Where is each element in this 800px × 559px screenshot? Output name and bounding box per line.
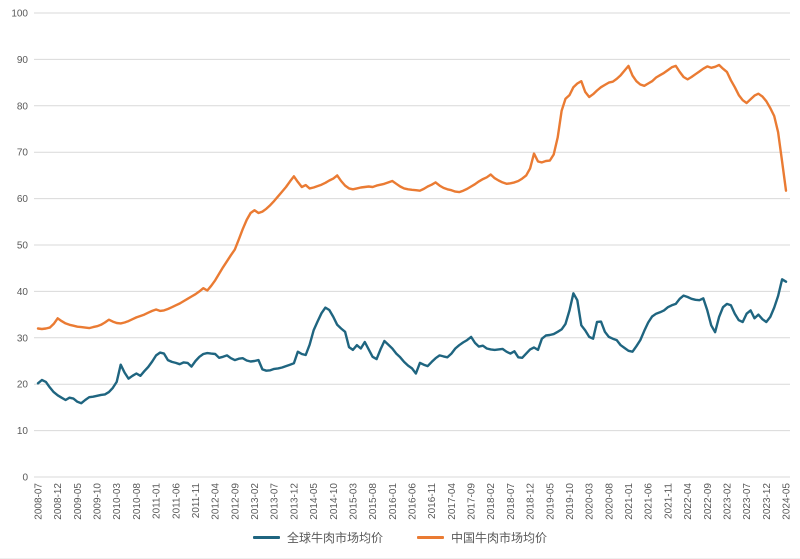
- y-axis-tick-label: 20: [17, 380, 29, 391]
- x-axis-tick-label: 2023-02: [722, 483, 733, 520]
- series-line-global: [36, 278, 788, 405]
- x-axis-tick-label: 2021-01: [624, 483, 635, 520]
- x-axis-tick-label: 2016-11: [427, 483, 438, 519]
- x-axis-tick-label: 2019-05: [545, 483, 556, 520]
- x-axis-tick-label: 2011-01: [152, 483, 163, 519]
- legend: 全球牛肉市场均价 中国牛肉市场均价: [0, 529, 800, 546]
- x-axis-tick-label: 2014-05: [309, 483, 320, 520]
- x-axis-tick-label: 2022-04: [683, 483, 694, 520]
- x-axis-tick-label: 2018-12: [526, 483, 537, 520]
- x-axis-tick-label: 2013-02: [250, 483, 261, 520]
- x-axis-tick-label: 2023-07: [742, 483, 753, 520]
- x-axis-tick-label: 2023-12: [762, 483, 773, 520]
- x-axis-tick-label: 2015-03: [348, 483, 359, 520]
- y-axis-tick-label: 60: [17, 194, 29, 205]
- legend-swatch-global: [252, 536, 280, 539]
- x-axis-tick-label: 2008-07: [34, 483, 45, 520]
- y-axis-tick-label: 0: [22, 473, 28, 484]
- x-axis-tick-label: 2010-03: [112, 483, 123, 520]
- x-axis-tick-label: 2008-12: [53, 483, 64, 520]
- x-axis-tick-label: 2021-06: [644, 483, 655, 520]
- x-axis-tick-label: 2020-03: [585, 483, 596, 520]
- y-axis-tick-label: 90: [17, 55, 29, 66]
- legend-item-global[interactable]: 全球牛肉市场均价: [252, 529, 383, 546]
- legend-label-china: 中国牛肉市场均价: [451, 531, 548, 545]
- y-axis-tick-label: 30: [17, 333, 29, 344]
- x-axis-tick-label: 2013-07: [270, 483, 281, 520]
- x-axis-tick-label: 2010-08: [132, 483, 143, 520]
- legend-item-china[interactable]: 中国牛肉市场均价: [417, 529, 547, 546]
- series-line-china: [36, 63, 788, 331]
- x-axis-tick-label: 2009-05: [73, 483, 84, 520]
- x-axis-tick-label: 2018-07: [506, 483, 517, 520]
- x-axis-tick-label: 2012-09: [230, 483, 241, 520]
- y-axis-tick-label: 70: [17, 148, 29, 159]
- x-axis-tick-label: 2011-06: [171, 483, 182, 519]
- y-axis-tick-label: 50: [17, 241, 29, 252]
- x-axis-tick-label: 2018-02: [486, 483, 497, 520]
- x-axis-tick-label: 2011-11: [191, 483, 202, 519]
- x-axis-tick-label: 2012-04: [211, 483, 222, 520]
- x-axis-tick-label: 2020-08: [604, 483, 615, 520]
- y-axis-tick-label: 80: [17, 101, 29, 112]
- x-axis-tick-label: 2022-09: [703, 483, 714, 520]
- x-axis-tick-label: 2017-04: [447, 483, 458, 520]
- y-axis-tick-label: 40: [17, 287, 29, 298]
- x-axis-tick-label: 2024-05: [782, 483, 793, 520]
- y-axis-tick-label: 100: [11, 9, 28, 20]
- x-axis-tick-label: 2009-10: [93, 483, 104, 520]
- x-axis-tick-label: 2016-01: [388, 483, 399, 520]
- x-axis-tick-label: 2016-06: [408, 483, 419, 520]
- x-axis-tick-label: 2013-12: [289, 483, 300, 520]
- x-axis-tick-label: 2019-10: [565, 483, 576, 520]
- legend-swatch-china: [417, 536, 444, 539]
- x-axis-tick-label: 2017-09: [467, 483, 478, 520]
- x-axis-tick-label: 2021-11: [663, 483, 674, 519]
- y-axis-tick-label: 10: [17, 426, 29, 437]
- x-axis-tick-label: 2014-10: [329, 483, 340, 520]
- legend-label-global: 全球牛肉市场均价: [286, 531, 383, 545]
- x-axis-tick-label: 2015-08: [368, 483, 379, 520]
